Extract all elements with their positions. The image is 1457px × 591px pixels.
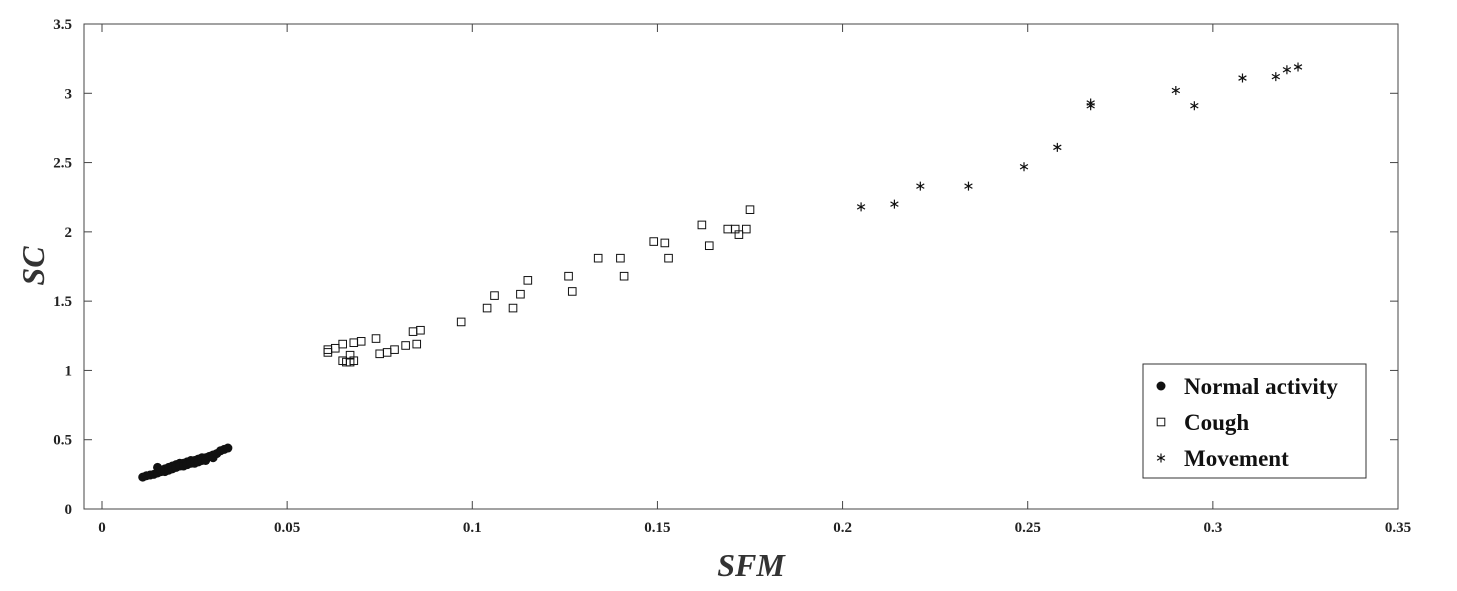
data-point (1053, 142, 1062, 152)
data-point (412, 339, 422, 349)
data-point (1282, 65, 1292, 75)
y-tick-label: 3 (65, 86, 73, 102)
x-tick-label: 0.15 (644, 520, 670, 536)
legend-label: Normal activity (1184, 374, 1338, 399)
x-tick-label: 0.05 (274, 520, 300, 536)
y-tick-label: 0 (65, 502, 73, 518)
y-tick-label: 3.5 (53, 17, 72, 33)
y-tick-label: 2.5 (53, 156, 72, 172)
legend-marker (1156, 417, 1166, 427)
data-point (567, 287, 577, 296)
data-point (964, 181, 973, 191)
legend-marker (1156, 453, 1166, 463)
data-point (664, 253, 673, 263)
data-point (616, 253, 625, 263)
data-point (1019, 162, 1029, 172)
data-point (338, 339, 347, 349)
axis-tick-labels: 0 0.05 0.1 0.15 0.2 0.25 0.3 0.35 0 0.5 1 1.5 2 2.5 3 3… (53, 17, 1411, 536)
data-point (564, 271, 573, 281)
data-point (371, 334, 381, 343)
series-movement (856, 62, 1303, 212)
y-tick-label: 2 (65, 225, 73, 241)
x-tick-label: 0 (98, 520, 106, 536)
data-point (649, 237, 659, 246)
x-tick-label: 0.35 (1385, 520, 1411, 536)
axis-ticks (84, 23, 1399, 510)
data-point (349, 356, 359, 366)
data-point (456, 317, 466, 327)
data-point (916, 181, 925, 191)
data-point (1086, 101, 1095, 111)
data-point (523, 276, 533, 285)
data-point (390, 345, 399, 354)
data-point (1190, 101, 1199, 111)
y-tick-label: 0.5 (53, 433, 72, 449)
legend-label: Movement (1184, 446, 1289, 471)
data-point (1238, 73, 1247, 83)
x-axis-title: SFM (717, 547, 786, 583)
data-point (734, 230, 744, 239)
data-points (138, 62, 1303, 482)
data-point (660, 238, 670, 248)
data-point (1293, 62, 1303, 72)
legend: Normal activity Cough Movement (1142, 363, 1367, 479)
series-cough (323, 205, 755, 367)
series-normal-activity (138, 443, 233, 482)
x-tick-label: 0.2 (833, 520, 852, 536)
y-axis-title: SC (15, 246, 51, 286)
data-point (416, 325, 425, 335)
data-point (482, 303, 492, 313)
data-point (593, 253, 603, 263)
x-tick-label: 0.25 (1015, 520, 1041, 536)
x-tick-label: 0.1 (463, 520, 482, 536)
legend-items: Normal activity Cough Movement (1156, 374, 1338, 471)
data-point (697, 220, 707, 230)
data-point (890, 199, 899, 209)
data-point (401, 341, 410, 350)
data-point (356, 337, 366, 346)
data-point (516, 289, 525, 299)
data-point (704, 241, 714, 251)
x-tick-label: 0.3 (1203, 520, 1222, 536)
data-point (508, 303, 518, 313)
legend-label: Cough (1184, 410, 1249, 435)
legend-box (1142, 363, 1367, 479)
data-point (1271, 72, 1281, 82)
data-point (741, 224, 751, 234)
data-point (490, 291, 499, 300)
data-point (1171, 86, 1181, 96)
data-point (619, 271, 629, 281)
legend-marker (1156, 381, 1166, 391)
data-point (745, 205, 755, 214)
data-point (223, 443, 233, 453)
y-tick-label: 1 (65, 363, 73, 379)
y-tick-label: 1.5 (53, 294, 72, 310)
data-point (856, 202, 866, 212)
